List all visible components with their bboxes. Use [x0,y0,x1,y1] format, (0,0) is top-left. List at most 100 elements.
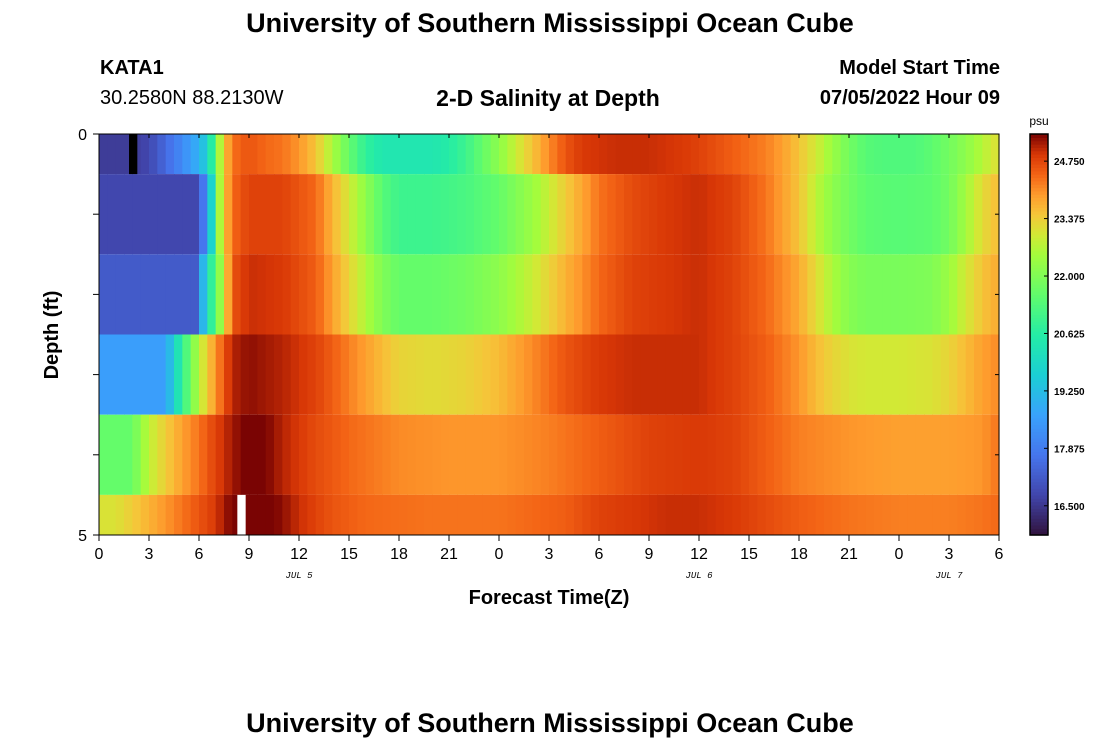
heatmap-cell [299,254,308,335]
heatmap-cell [899,254,908,335]
heatmap-cell [490,254,500,335]
heatmap-cell [824,414,833,495]
footer-title: University of Southern Mississippi Ocean… [246,708,854,738]
heatmap-cell [765,134,775,175]
heatmap-cell [257,254,267,335]
heatmap-cell [599,334,608,415]
heatmap-cell [874,254,883,335]
heatmap-cell [857,134,867,175]
heatmap-cell [982,414,992,495]
heatmap-cell [682,254,692,335]
heatmap-cell [824,134,833,175]
heatmap-cell [449,494,458,535]
heatmap-cell [882,134,892,175]
heatmap-cell [107,494,117,535]
heatmap-cell [190,174,200,255]
heatmap-cell [357,134,367,175]
heatmap-cell [332,254,342,335]
colorbar-segment [1030,244,1048,249]
heatmap-cell [982,334,992,415]
heatmap-cell [824,254,833,335]
x-tick-label: 3 [945,546,954,563]
heatmap-cell [657,334,667,415]
heatmap-cell [615,254,625,335]
heatmap-cell [715,334,725,415]
heatmap-cell [532,334,542,415]
heatmap-cell [932,414,942,495]
x-tick-label: 0 [495,546,504,563]
colorbar-segment [1030,531,1048,536]
heatmap-cell [490,494,500,535]
heatmap-cell [640,174,650,255]
colorbar-segment [1030,428,1048,433]
heatmap-cell [607,254,617,335]
heatmap-cell [982,134,992,175]
heatmap-cell [749,494,758,535]
colorbar-segment [1030,511,1048,516]
x-tick-label: 18 [390,546,408,563]
colorbar-segment [1030,207,1048,212]
heatmap-cell [157,134,167,175]
heatmap-cell [765,414,775,495]
heatmap-cell [574,494,583,535]
heatmap-cell [432,334,442,415]
heatmap-cell [482,174,492,255]
heatmap-cell [565,254,575,335]
colorbar-segment [1030,431,1048,436]
colorbar-segment [1030,170,1048,175]
colorbar-segment [1030,478,1048,483]
heatmap-cell [115,334,125,415]
colorbar-tick-label: 20.625 [1054,329,1085,340]
heatmap-cell [890,254,900,335]
heatmap-cell [965,174,975,255]
colorbar-segment [1030,404,1048,409]
x-tick-label: 12 [290,546,308,563]
x-tick-label: 6 [995,546,1004,563]
colorbar-segment [1030,157,1048,162]
heatmap-cell [932,334,942,415]
colorbar-segment [1030,304,1048,309]
heatmap-cell [907,254,917,335]
heatmap-cell [474,174,483,255]
heatmap-cell [290,174,300,255]
heatmap-cell [849,174,858,255]
heatmap-cell [307,334,317,415]
heatmap-cell [324,174,333,255]
heatmap-cell [449,414,458,495]
colorbar-segment [1030,341,1048,346]
colorbar-segment [1030,291,1048,295]
heatmap-cell [832,414,842,495]
colorbar-segment [1030,504,1048,509]
heatmap-cell [590,414,600,495]
colorbar-segment [1030,174,1048,179]
x-tick-label: 6 [195,546,204,563]
heatmap-cell [265,494,275,535]
heatmap-cell [199,174,208,255]
heatmap-cell [982,494,992,535]
heatmap-cell [107,334,117,415]
heatmap-cell [124,334,133,415]
heatmap-cell [582,414,592,495]
heatmap-cell [215,494,225,535]
heatmap-cell [940,174,950,255]
heatmap-cell [149,334,158,415]
heatmap-cell [482,134,492,175]
heatmap-cell [674,174,683,255]
heatmap-cell [507,174,517,255]
heatmap-cell [615,134,625,175]
heatmap-cell [940,134,950,175]
heatmap-cell [632,134,642,175]
heatmap-cell [365,254,375,335]
heatmap-cell [940,414,950,495]
date-label: JUL 7 [935,571,963,581]
heatmap-cell [590,334,600,415]
heatmap-cell [982,174,992,255]
colorbar-segment [1030,147,1048,152]
heatmap-cell [624,174,633,255]
heatmap-cell [932,494,942,535]
heatmap-cell [907,174,917,255]
heatmap-cell [640,414,650,495]
heatmap-cell [732,334,742,415]
heatmap-cell [982,254,992,335]
heatmap-cell [524,414,533,495]
